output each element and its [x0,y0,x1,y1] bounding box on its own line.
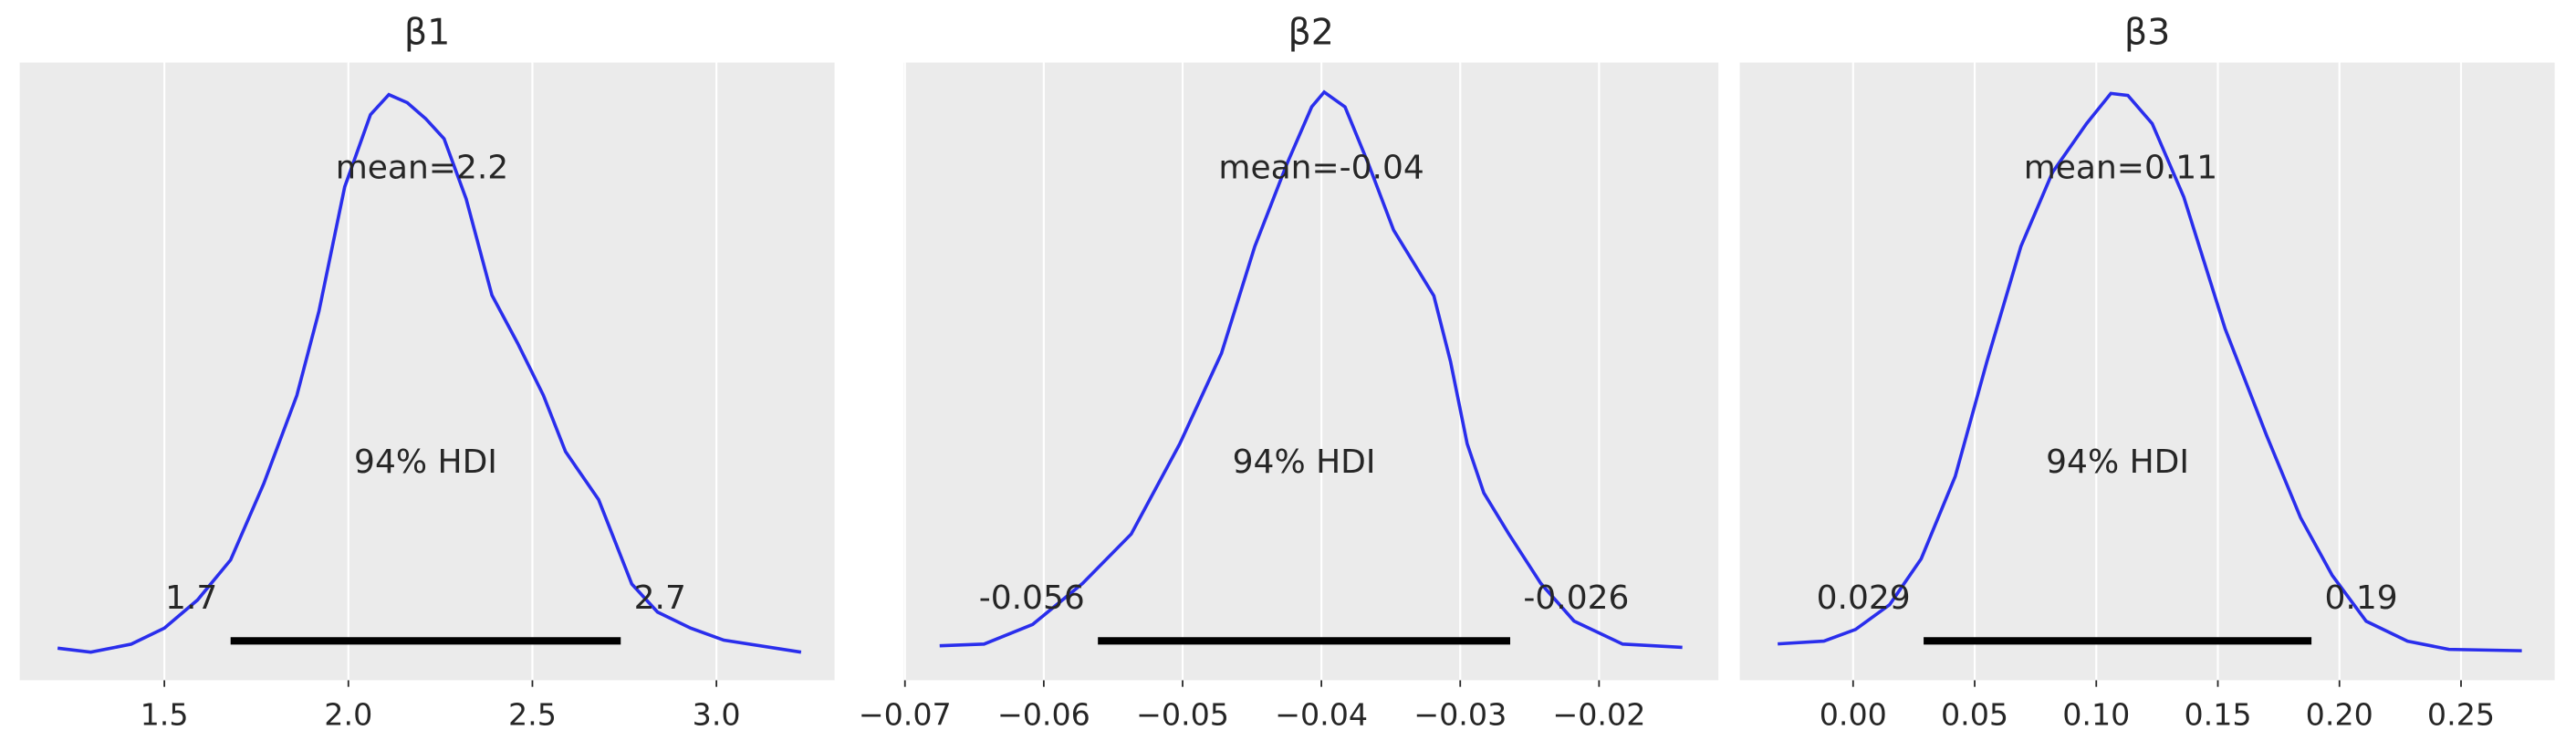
panel-title: β3 [2124,11,2170,53]
hdi-bound-label: 0.19 [2325,579,2398,617]
hdi-bound-label: 1.7 [165,579,217,617]
x-tick-label: 2.5 [508,697,557,733]
x-tick-label: 0.20 [2306,697,2373,733]
plot-background [903,62,1719,681]
hdi-bound-label: 0.029 [1817,579,1911,617]
x-tick-label: 0.15 [2184,697,2251,733]
x-tick-label: 3.0 [693,697,741,733]
density-line [939,89,1683,650]
x-tick-label: 2.0 [324,697,372,733]
x-tick-label: −0.05 [1136,697,1229,733]
mean-label: mean=0.11 [2024,150,2217,187]
hdi-bound-label: -0.026 [1523,579,1629,617]
x-tick-label: −0.03 [1413,697,1507,733]
density-line [1778,91,2522,652]
hdi-label: 94% HDI [354,443,497,481]
plot-background [19,62,835,681]
hdi-label: 94% HDI [2046,443,2189,481]
mean-label: mean=-0.04 [1218,150,1424,187]
hdi-bound-label: -0.056 [979,579,1085,617]
plot-background [1739,62,2555,681]
x-tick-label: −0.06 [997,697,1090,733]
x-tick-label: 1.5 [141,697,189,733]
density-line [57,92,802,654]
x-tick-label: 0.25 [2427,697,2495,733]
hdi-label: 94% HDI [1233,443,1376,481]
x-tick-label: −0.04 [1275,697,1368,733]
x-tick-label: 0.05 [1941,697,2008,733]
panel-title: β1 [404,11,450,53]
x-tick-label: −0.07 [859,697,952,733]
x-tick-label: −0.02 [1552,697,1645,733]
x-tick-label: 0.10 [2062,697,2130,733]
mean-label: mean=2.2 [336,150,509,187]
x-tick-label: 0.00 [1820,697,1887,733]
hdi-bound-label: 2.7 [634,579,686,617]
panel-title: β2 [1288,11,1333,53]
